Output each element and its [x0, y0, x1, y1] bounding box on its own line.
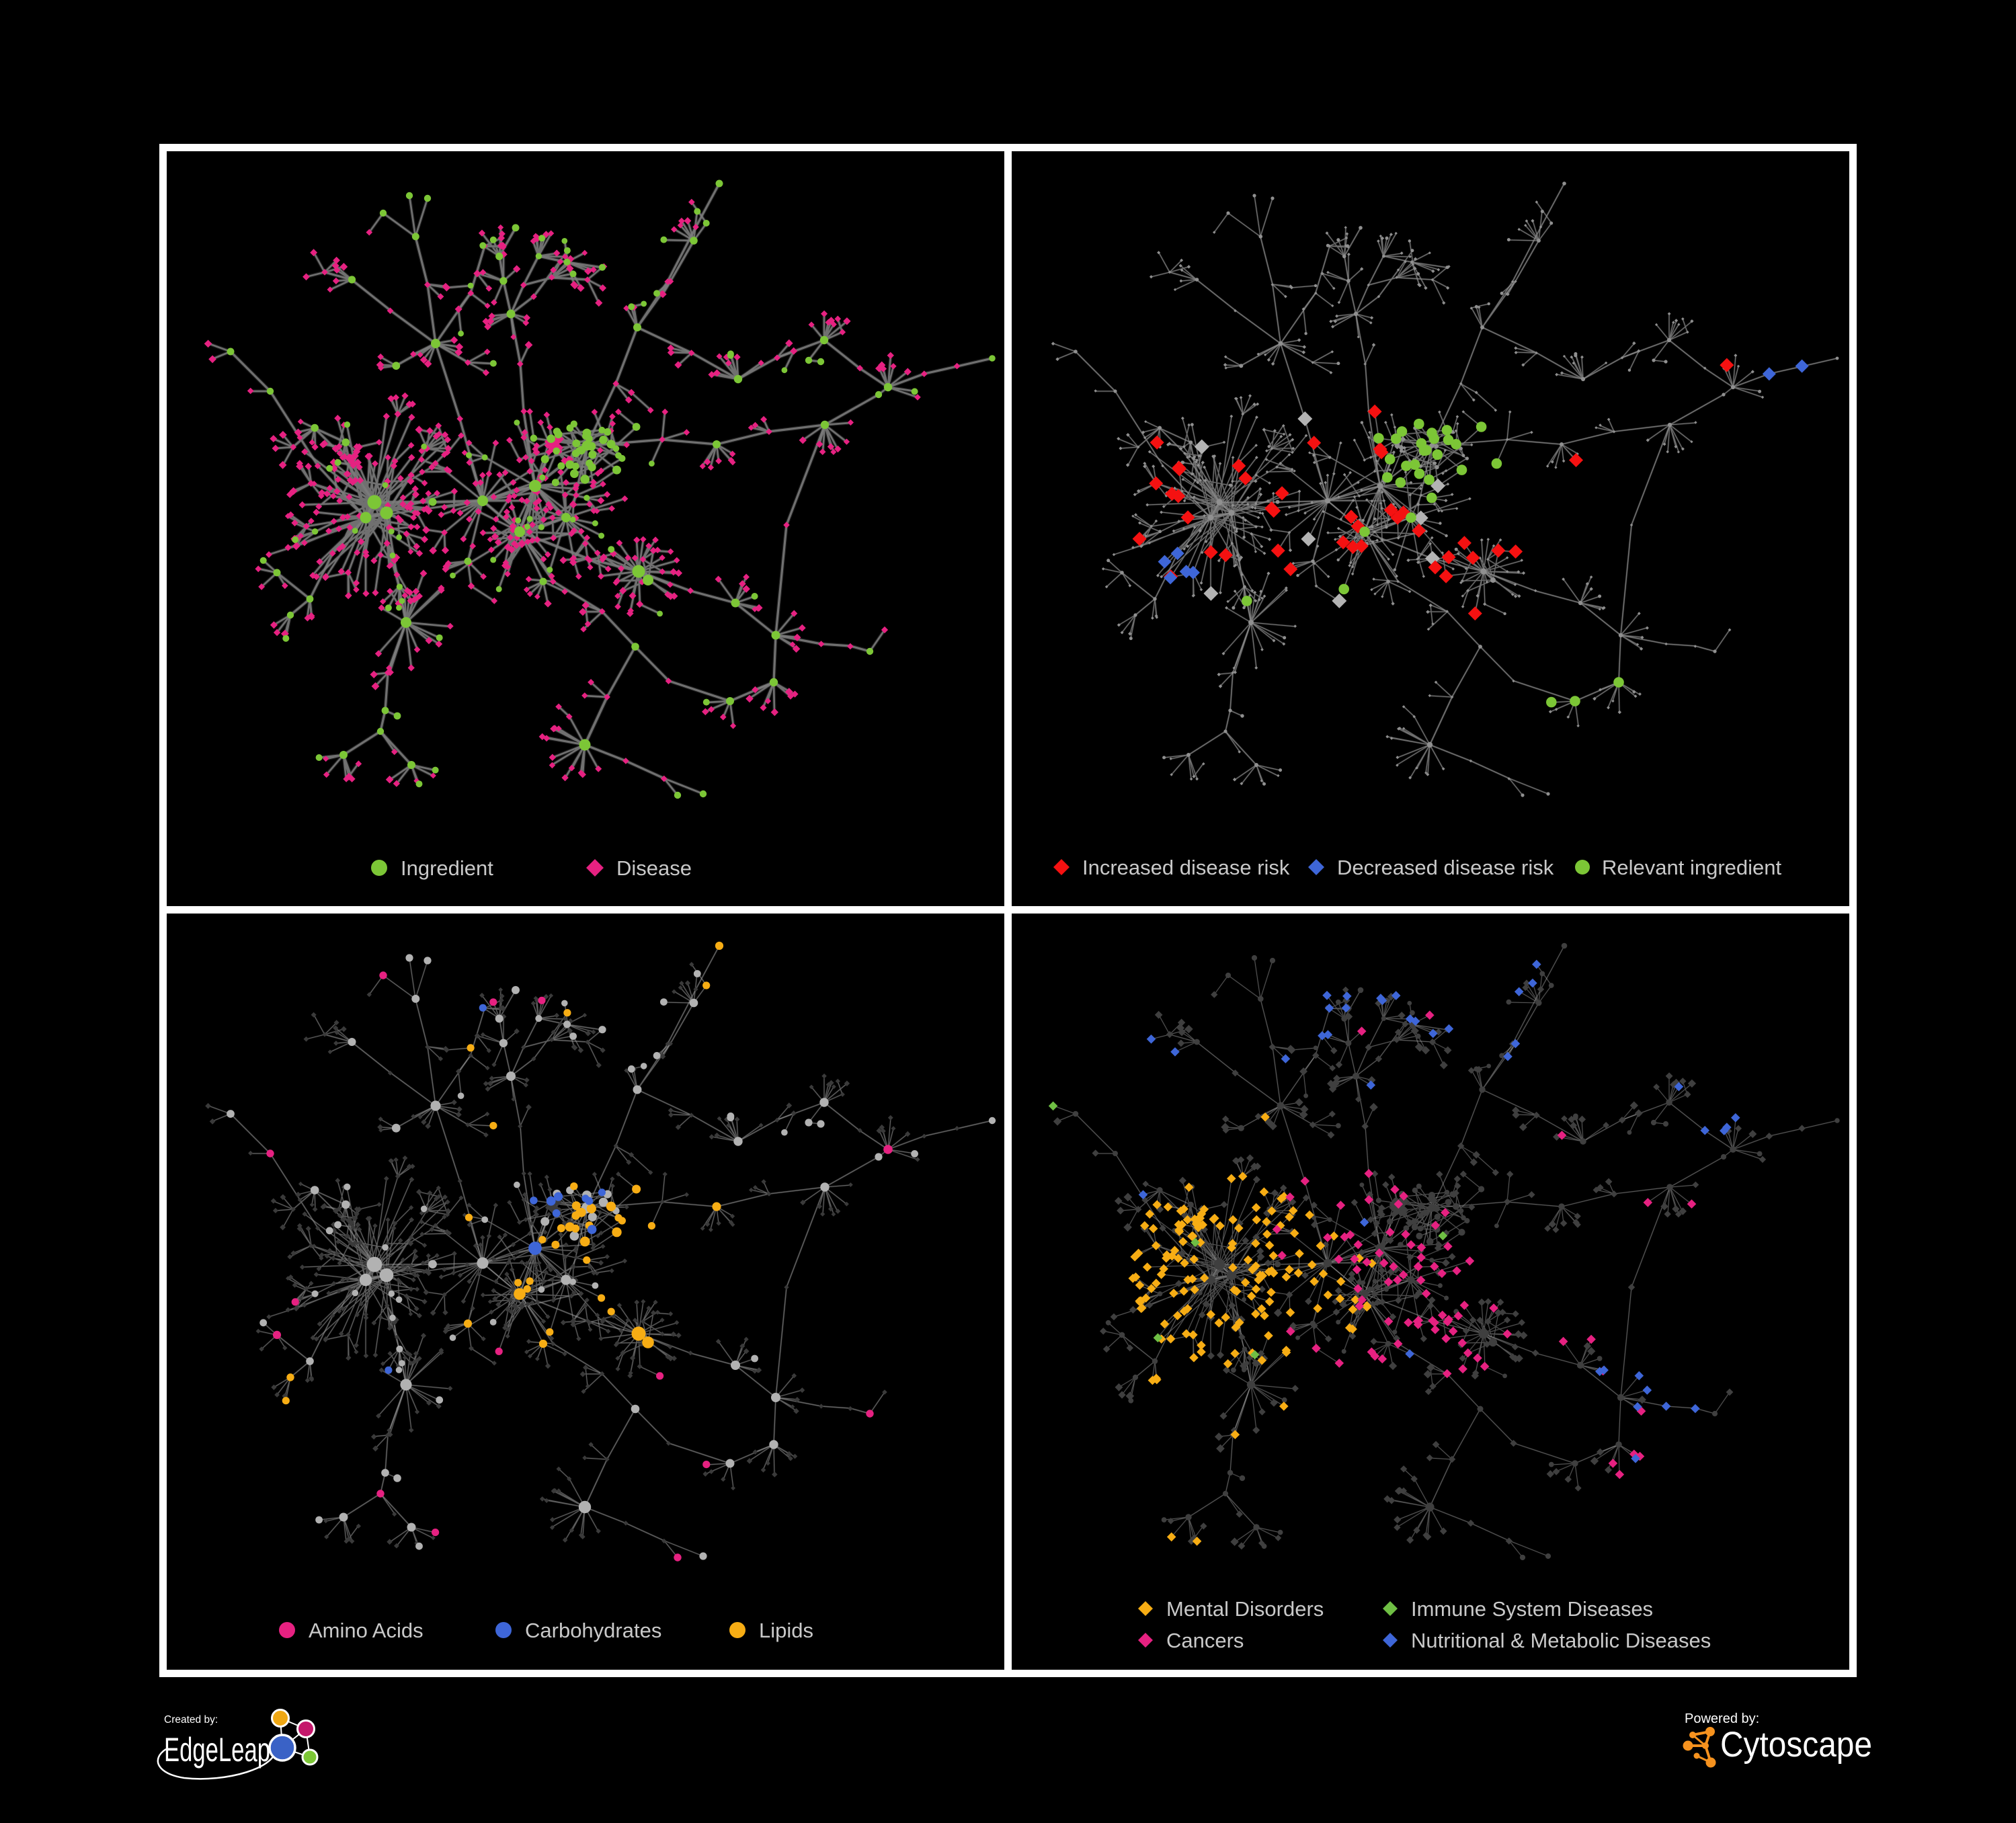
svg-text:Decreased disease risk: Decreased disease risk	[1337, 856, 1554, 879]
svg-text:Carbohydrates: Carbohydrates	[525, 1619, 661, 1642]
svg-text:Mental Disorders: Mental Disorders	[1166, 1597, 1324, 1621]
svg-text:Created by:: Created by:	[164, 1714, 218, 1726]
svg-text:EdgeLeap: EdgeLeap	[164, 1731, 270, 1769]
svg-text:Amino Acids: Amino Acids	[309, 1619, 424, 1642]
svg-text:Nutritional & Metabolic Diseas: Nutritional & Metabolic Diseases	[1411, 1629, 1711, 1652]
svg-text:Cancers: Cancers	[1166, 1629, 1244, 1652]
svg-text:Ingredient: Ingredient	[401, 856, 493, 880]
svg-text:Disease: Disease	[616, 856, 692, 880]
svg-text:Increased disease risk: Increased disease risk	[1082, 856, 1290, 879]
svg-text:Immune System Diseases: Immune System Diseases	[1411, 1597, 1653, 1621]
svg-text:Relevant ingredient: Relevant ingredient	[1602, 856, 1782, 879]
svg-text:Powered by:: Powered by:	[1685, 1711, 1759, 1726]
svg-text:Cytoscape: Cytoscape	[1720, 1725, 1872, 1765]
svg-text:Lipids: Lipids	[759, 1619, 813, 1642]
